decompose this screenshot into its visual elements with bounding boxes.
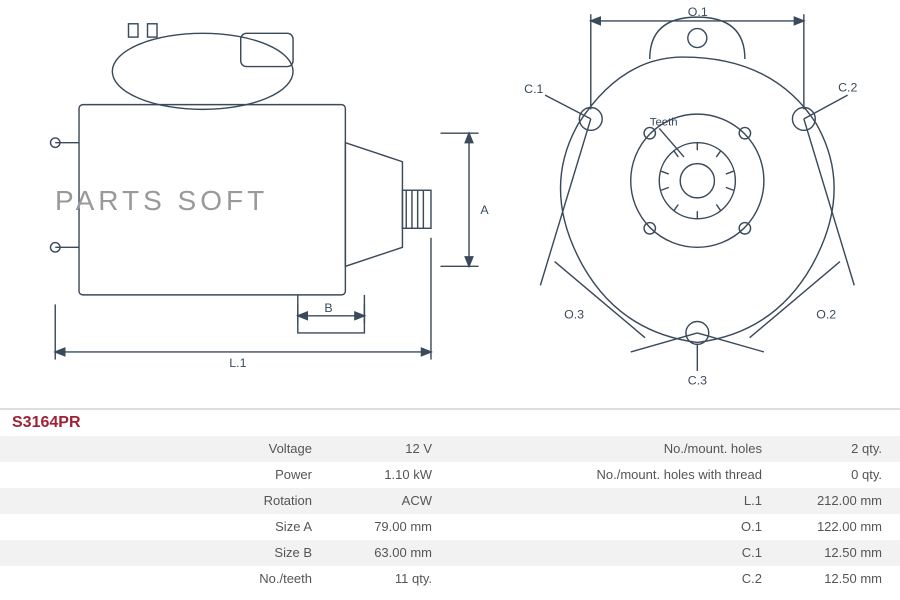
table-row: No./mount. holes2 qty.: [450, 436, 900, 462]
spec-value: 79.00 mm: [330, 514, 450, 540]
spec-label: Power: [0, 462, 330, 488]
spec-value: 12 V: [330, 436, 450, 462]
dim-label-a: A: [480, 203, 489, 217]
spec-value: 0 qty.: [780, 462, 900, 488]
spec-label: C.1: [450, 540, 780, 566]
spec-value: 2 qty.: [780, 436, 900, 462]
spec-value: 12.50 mm: [780, 566, 900, 592]
spec-label: O.1: [450, 514, 780, 540]
part-number: S3164PR: [12, 414, 81, 432]
page: A B L.1: [0, 0, 900, 600]
table-row: Size A79.00 mm: [0, 514, 450, 540]
spec-label: L.1: [450, 488, 780, 514]
table-row: O.1122.00 mm: [450, 514, 900, 540]
spec-label: C.2: [450, 566, 780, 592]
table-row: Size B63.00 mm: [0, 540, 450, 566]
spec-value: 63.00 mm: [330, 540, 450, 566]
spec-value: 12.50 mm: [780, 540, 900, 566]
spec-label: No./mount. holes: [450, 436, 780, 462]
table-row: Voltage12 V: [0, 436, 450, 462]
spec-value: 11 qty.: [330, 566, 450, 592]
dim-label-c2: C.2: [838, 80, 857, 94]
table-row: No./teeth11 qty.: [0, 566, 450, 592]
watermark: PARTS SOFT: [55, 185, 268, 217]
table-row: C.112.50 mm: [450, 540, 900, 566]
table-row: L.1212.00 mm: [450, 488, 900, 514]
spec-label: No./teeth: [0, 566, 330, 592]
dim-label-b: B: [324, 301, 332, 315]
dim-label-o3: O.3: [564, 308, 584, 322]
spec-value: ACW: [330, 488, 450, 514]
spec-label: No./mount. holes with thread: [450, 462, 780, 488]
spec-value: 122.00 mm: [780, 514, 900, 540]
spec-label: Rotation: [0, 488, 330, 514]
table-row: C.212.50 mm: [450, 566, 900, 592]
dim-label-l1: L.1: [229, 356, 246, 370]
dim-label-o2: O.2: [816, 308, 836, 322]
teeth-label: Teeth: [650, 117, 678, 129]
table-row: Power1.10 kW: [0, 462, 450, 488]
spec-label: Size B: [0, 540, 330, 566]
specs-table: Voltage12 V Power1.10 kW RotationACW Siz…: [0, 436, 900, 592]
specs-col-left: Voltage12 V Power1.10 kW RotationACW Siz…: [0, 436, 450, 592]
table-row: No./mount. holes with thread0 qty.: [450, 462, 900, 488]
spec-value: 212.00 mm: [780, 488, 900, 514]
spec-label: Size A: [0, 514, 330, 540]
spec-label: Voltage: [0, 436, 330, 462]
dim-label-c1: C.1: [524, 82, 543, 96]
specs-col-right: No./mount. holes2 qty. No./mount. holes …: [450, 436, 900, 592]
diagram-area: A B L.1: [0, 0, 900, 410]
table-row: RotationACW: [0, 488, 450, 514]
spec-value: 1.10 kW: [330, 462, 450, 488]
dim-label-c3: C.3: [688, 373, 707, 387]
dim-label-o1: O.1: [688, 5, 708, 19]
